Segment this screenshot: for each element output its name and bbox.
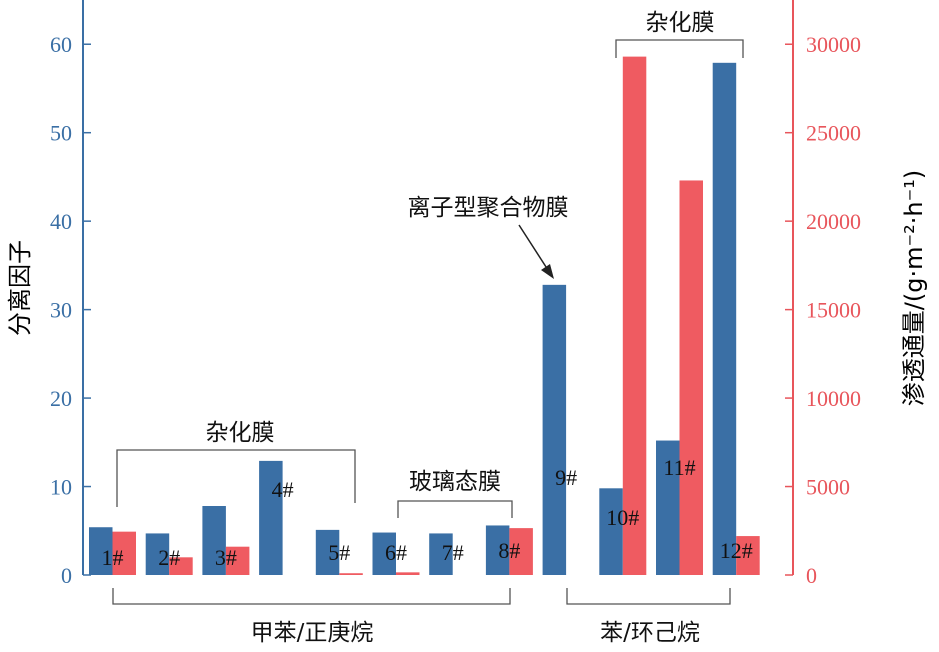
annotation-ionic-arrow-line [518,224,549,271]
bar-flux-11# [679,180,703,575]
y-left-tick-label: 50 [50,121,72,146]
bar-separation-factor-11# [656,440,680,575]
y-axis-right-ticks: 0 5000 10000 15000 20000 25000 30000 [785,32,861,588]
bar-flux-3# [225,546,250,575]
bar-flux-6# [396,572,420,575]
group-label-toluene-heptane: 甲苯/正庚烷 [251,620,374,646]
bar-label-1#: 1# [102,545,124,570]
y-left-tick-label: 30 [50,298,72,323]
annotation-glassy: 玻璃态膜 [409,469,501,495]
bar-label-12#: 12# [720,538,753,563]
bar-separation-factor-12# [712,62,737,576]
bracket-glassy [397,500,513,518]
bar-separation-factor-1# [89,527,113,575]
bar-separation-factor-5# [315,529,340,575]
y-right-tick-label: 30000 [806,32,861,57]
y-right-tick-label: 25000 [806,121,861,146]
y-left-tick-label: 60 [50,32,72,57]
bar-label-8#: 8# [498,538,520,563]
bars [89,56,760,576]
bar-separation-factor-6# [372,532,396,575]
bar-label-2#: 2# [158,545,180,570]
bar-flux-10# [622,56,647,576]
bar-label-10#: 10# [606,505,639,530]
bar-label-5#: 5# [328,540,350,565]
y-axis-left-title: 分离因子 [6,240,34,336]
bar-label-7#: 7# [442,540,464,565]
bar-label-3#: 3# [215,545,237,570]
bar-flux-8# [509,528,533,575]
bracket-group-benzene-cyclohexane [566,588,731,605]
bar-label-6#: 6# [385,540,407,565]
bar-flux-12# [736,536,760,575]
bar-separation-factor-7# [429,533,453,575]
bar-separation-factor-8# [485,525,510,575]
bar-separation-factor-10# [599,488,623,575]
annotation-ionic-arrowhead [541,264,554,279]
y-left-tick-label: 20 [50,386,72,411]
bracket-hybrid-left [116,449,356,507]
y-right-tick-label: 0 [806,563,817,588]
bracket-hybrid-right [615,39,744,58]
bar-labels: 1# 2# 3# 4# 5# 6# 7# 8# 9# 10# 11# 12# [102,455,753,570]
bar-separation-factor-3# [202,506,226,575]
y-axis-right-title: 渗透通量/(g·m⁻²·h⁻¹) [900,170,928,406]
bar-label-9#: 9# [555,465,577,490]
y-right-tick-label: 15000 [806,298,861,323]
bar-separation-factor-4# [259,460,283,575]
bar-flux-1# [112,531,136,575]
y-right-tick-label: 5000 [806,475,850,500]
bar-separation-factor-9# [542,284,567,575]
group-label-benzene-cyclohexane: 苯/环己烷 [600,620,700,646]
y-left-tick-label: 10 [50,475,72,500]
bar-label-4#: 4# [272,477,294,502]
bar-flux-5# [339,573,363,575]
y-right-tick-label: 10000 [806,386,861,411]
bar-label-11#: 11# [663,455,695,480]
y-left-tick-label: 0 [61,563,72,588]
annotation-hybrid-left: 杂化膜 [206,420,275,446]
y-left-tick-label: 40 [50,209,72,234]
bar-flux-2# [169,557,193,575]
bar-separation-factor-2# [145,533,170,575]
bracket-group-toluene-heptane [112,588,511,605]
annotation-ionic: 离子型聚合物膜 [408,195,569,221]
annotation-hybrid-right: 杂化膜 [646,10,715,36]
y-axis-left-ticks: 0 10 20 30 40 50 60 [50,32,91,588]
y-right-tick-label: 20000 [806,209,861,234]
